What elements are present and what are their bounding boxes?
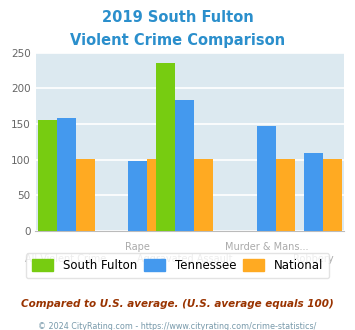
Text: Rape: Rape	[125, 242, 150, 252]
Bar	[304, 152, 323, 231]
Bar	[323, 159, 342, 231]
Text: © 2024 CityRating.com - https://www.cityrating.com/crime-statistics/: © 2024 CityRating.com - https://www.city…	[38, 322, 317, 330]
Bar	[147, 159, 166, 231]
Legend: South Fulton, Tennessee, National: South Fulton, Tennessee, National	[26, 253, 329, 278]
Bar	[276, 159, 295, 231]
Text: Violent Crime Comparison: Violent Crime Comparison	[70, 33, 285, 48]
Text: Aggravated Assault: Aggravated Assault	[137, 254, 233, 264]
Text: 2019 South Fulton: 2019 South Fulton	[102, 10, 253, 25]
Bar	[194, 159, 213, 231]
Text: All Violent Crime: All Violent Crime	[26, 254, 106, 264]
Bar	[38, 120, 56, 231]
Bar	[76, 159, 94, 231]
Bar	[175, 100, 194, 231]
Text: Compared to U.S. average. (U.S. average equals 100): Compared to U.S. average. (U.S. average …	[21, 299, 334, 309]
Bar	[156, 63, 175, 231]
Text: Robbery: Robbery	[294, 254, 334, 264]
Bar	[128, 161, 147, 231]
Bar	[257, 125, 276, 231]
Bar	[56, 118, 76, 231]
Text: Murder & Mans...: Murder & Mans...	[225, 242, 308, 252]
